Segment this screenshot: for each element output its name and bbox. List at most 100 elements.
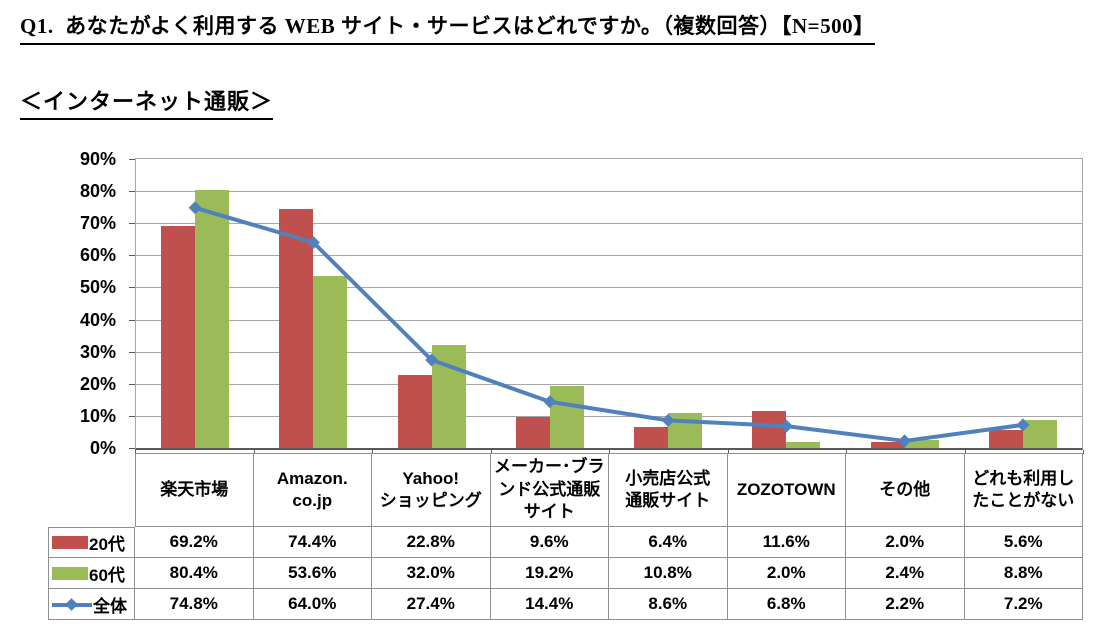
legend-label: 60代	[89, 565, 125, 585]
y-axis-tick-label: 10%	[79, 405, 116, 426]
x-axis-tick	[1083, 450, 1084, 454]
y-axis-tick	[129, 319, 135, 321]
x-axis-tick	[964, 450, 966, 454]
legend-cell-series-2: 全体	[48, 589, 135, 620]
bar-series-0-cat-6	[870, 441, 905, 448]
bar-series-1-cat-5	[786, 441, 821, 448]
bar-series-1-cat-1	[313, 275, 348, 448]
category-header-cell: Yahoo! ショッピング	[372, 453, 491, 527]
diamond-marker	[543, 395, 557, 409]
y-axis-tick	[129, 255, 135, 257]
legend-line-swatch-icon	[52, 597, 92, 611]
x-axis-tick	[372, 450, 373, 454]
data-table: 楽天市場 Amazon. co.jp Yahoo! ショッピング メーカー･ブラ ンド…	[48, 453, 1083, 620]
gridline	[136, 191, 1082, 193]
value-cell-series-2-cat-3: 14.4%	[490, 589, 609, 620]
diamond-marker	[425, 353, 439, 367]
value-cell-series-1-cat-1: 53.6%	[253, 558, 372, 589]
bar-series-0-cat-7	[988, 430, 1023, 448]
category-header-cell: ZOZOTOWN	[727, 453, 846, 527]
gridline	[136, 415, 1082, 417]
value-cell-series-1-cat-7: 8.8%	[964, 558, 1083, 589]
value-cell-series-1-cat-2: 32.0%	[372, 558, 491, 589]
bar-series-1-cat-3	[549, 386, 584, 448]
value-cell-series-0-cat-2: 22.8%	[372, 527, 491, 558]
legend-cell-series-0: 20代	[48, 527, 135, 558]
diamond-marker	[779, 419, 793, 433]
y-axis-tick-label: 30%	[79, 341, 116, 362]
bar-series-0-cat-4	[634, 427, 669, 448]
bar-series-0-cat-0	[161, 225, 196, 448]
value-cell-series-0-cat-3: 9.6%	[490, 527, 609, 558]
gridline	[136, 223, 1082, 225]
y-axis-tick-label: 90%	[79, 149, 116, 169]
value-cell-series-2-cat-0: 74.8%	[135, 589, 254, 620]
value-cell-series-1-cat-4: 10.8%	[609, 558, 728, 589]
legend-bar-swatch-icon	[52, 566, 88, 580]
value-cell-series-1-cat-6: 2.4%	[846, 558, 965, 589]
value-cell-series-1-cat-3: 19.2%	[490, 558, 609, 589]
category-header-cell: Amazon. co.jp	[253, 453, 372, 527]
value-cell-series-2-cat-2: 27.4%	[372, 589, 491, 620]
legend-cell-series-1: 60代	[48, 558, 135, 589]
bar-series-0-cat-5	[752, 410, 787, 448]
value-cell-series-2-cat-1: 64.0%	[253, 589, 372, 620]
table-corner-cell	[48, 453, 135, 527]
diamond-marker	[188, 201, 202, 215]
gridline	[136, 351, 1082, 353]
value-cell-series-2-cat-5: 6.8%	[727, 589, 846, 620]
y-axis-tick-label: 80%	[79, 181, 116, 202]
bar-series-1-cat-6	[904, 440, 939, 448]
diamond-marker	[1016, 418, 1030, 432]
value-cell-series-2-cat-4: 8.6%	[609, 589, 728, 620]
gridline	[136, 287, 1082, 289]
y-axis-tick	[129, 351, 135, 353]
legend-label: 20代	[89, 535, 125, 554]
value-cell-series-0-cat-6: 2.0%	[846, 527, 965, 558]
category-header-cell: 楽天市場	[135, 453, 254, 527]
diamond-marker	[661, 413, 675, 427]
y-axis-tick-label: 50%	[79, 277, 116, 298]
value-cell-series-0-cat-5: 11.6%	[727, 527, 846, 558]
gridline	[136, 319, 1082, 321]
legend-diamond-marker	[65, 597, 78, 611]
y-axis-tick-label: 40%	[79, 309, 116, 330]
x-axis-tick	[609, 450, 610, 454]
y-axis-tick	[129, 191, 135, 193]
category-header-cell: メーカー･ブラ ンド公式通販 サイト	[490, 453, 609, 527]
y-axis-tick	[129, 383, 135, 385]
value-cell-series-0-cat-1: 74.4%	[253, 527, 372, 558]
value-cell-series-0-cat-4: 6.4%	[609, 527, 728, 558]
value-cell-series-2-cat-6: 2.2%	[846, 589, 965, 620]
line-path	[193, 205, 1025, 443]
x-axis-tick	[490, 450, 492, 454]
x-axis-tick	[727, 450, 729, 454]
category-header-cell: その他	[846, 453, 965, 527]
value-cell-series-1-cat-0: 80.4%	[135, 558, 254, 589]
y-axis-tick-label: 0%	[89, 438, 116, 458]
y-axis-tick	[129, 287, 135, 289]
category-header-cell: どれも利用し たことがない	[964, 453, 1083, 527]
question-title: Q1. あなたがよく利用する WEB サイト・サービスはどれですか。（複数回答）…	[20, 10, 875, 45]
x-axis-tick	[135, 450, 136, 454]
bar-series-0-cat-2	[397, 374, 432, 448]
gridline	[136, 255, 1082, 257]
y-axis-tick-label: 60%	[79, 245, 116, 266]
y-axis-tick-label: 20%	[79, 373, 116, 394]
y-axis-tick	[129, 223, 135, 225]
x-axis-tick	[846, 450, 847, 454]
legend-label: 全体	[93, 596, 127, 616]
diamond-marker	[898, 434, 912, 448]
value-cell-series-0-cat-7: 5.6%	[964, 527, 1083, 558]
category-header-cell: 小売店公式 通販サイト	[609, 453, 728, 527]
x-axis-tick	[253, 450, 255, 454]
plot-area	[135, 158, 1083, 450]
y-axis-tick-label: 70%	[79, 213, 116, 234]
value-cell-series-1-cat-5: 2.0%	[727, 558, 846, 589]
line-series-overlay	[188, 201, 1030, 448]
diamond-marker	[306, 235, 320, 249]
bar-series-0-cat-1	[279, 209, 314, 448]
gridline	[136, 383, 1082, 385]
value-cell-series-0-cat-0: 69.2%	[135, 527, 254, 558]
